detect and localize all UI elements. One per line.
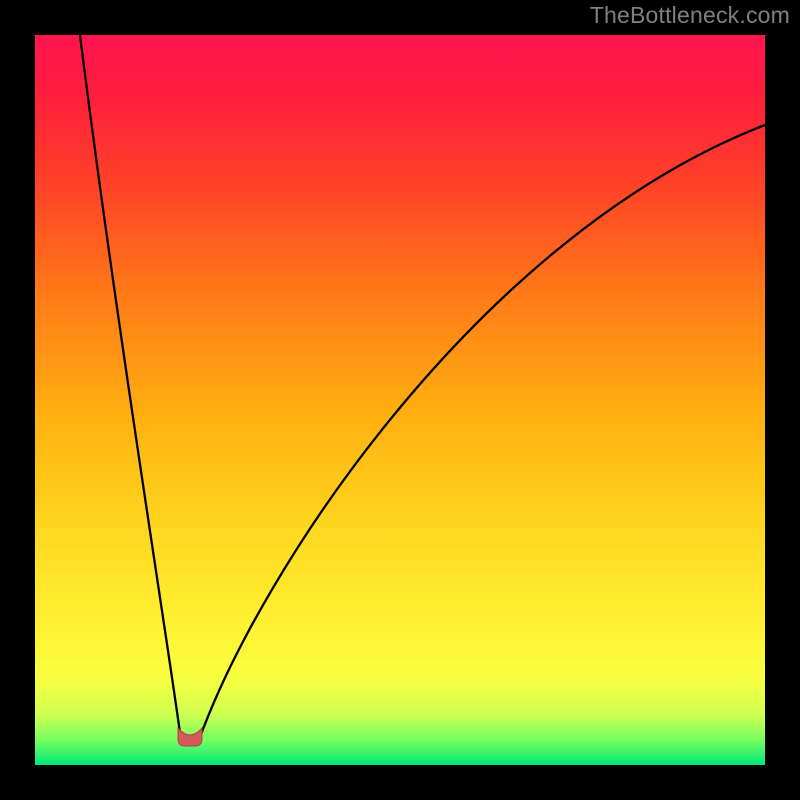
stage: TheBottleneck.com [0,0,800,800]
bottleneck-chart [0,0,800,800]
heat-background [35,35,765,765]
attribution-label: TheBottleneck.com [590,2,790,29]
